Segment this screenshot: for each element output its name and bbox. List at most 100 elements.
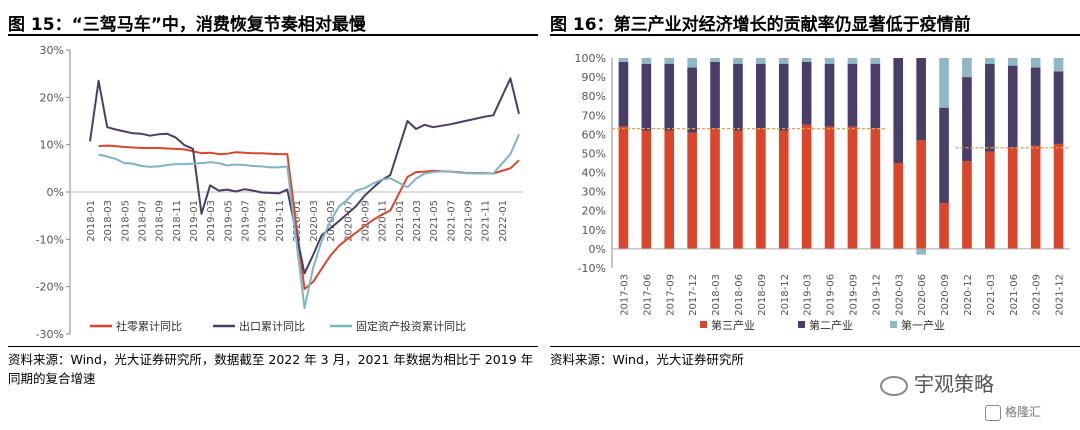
x-tick-label: 2018-03 — [711, 274, 722, 316]
y-tick-label: 80% — [582, 90, 606, 103]
y-tick-label: 30% — [40, 44, 64, 57]
bar-segment-2 — [1053, 71, 1064, 144]
bar-segment-3 — [618, 58, 629, 62]
legend-swatch — [890, 321, 897, 328]
gelonghui-logo-icon — [985, 404, 1001, 421]
x-tick-label: 2021-01 — [395, 200, 406, 242]
title-divider — [8, 34, 538, 36]
bar-segment-1 — [916, 140, 926, 249]
bar-segment-1 — [641, 130, 652, 249]
bar-segment-2 — [824, 63, 835, 127]
bar-segment-1 — [1007, 147, 1018, 249]
bar-segment-1 — [756, 128, 766, 249]
source-divider — [550, 346, 1080, 347]
bar-segment-2 — [710, 61, 720, 129]
bar-segment-1 — [710, 128, 720, 249]
series-line-2 — [89, 77, 520, 275]
bar-segment-1 — [801, 124, 812, 249]
x-tick-label: 2018-07 — [137, 200, 148, 242]
x-tick-label: 2017-03 — [619, 274, 630, 316]
x-tick-label: 2020-09 — [940, 274, 951, 316]
y-tick-label: 50% — [582, 147, 606, 160]
bar-segment-2 — [939, 107, 949, 204]
x-tick-label: 2019-03 — [206, 200, 217, 242]
watermark-text: 宇观策略 — [914, 372, 994, 396]
bar-segment-3 — [641, 58, 652, 64]
bar-segment-1 — [687, 132, 697, 249]
x-tick-label: 2018-11 — [172, 200, 183, 242]
legend-label: 固定资产投资累计同比 — [356, 319, 466, 333]
bar-segment-1 — [778, 130, 789, 249]
chart-title: 图 16：第三产业对经济增长的贡献率仍显著低于疫情前 — [550, 15, 971, 35]
bar-segment-2 — [618, 61, 629, 127]
bar-segment-3 — [824, 58, 835, 64]
legend-swatch — [798, 321, 805, 328]
legend-label: 出口累计同比 — [239, 319, 305, 333]
watermark: 宇观策略 — [880, 368, 994, 397]
series-line-3 — [98, 133, 520, 309]
y-tick-label: 0% — [47, 186, 64, 199]
bar-segment-3 — [939, 58, 949, 108]
y-tick-label: 40% — [582, 167, 606, 180]
bar-segment-3 — [1053, 58, 1064, 72]
y-tick-label: 20% — [40, 91, 64, 104]
x-tick-label: 2020-06 — [917, 274, 928, 316]
y-tick-label: -20% — [36, 281, 64, 294]
bar-segment-3 — [733, 58, 743, 64]
x-tick-label: 2019-09 — [258, 200, 269, 242]
x-tick-label: 2019-12 — [871, 274, 882, 316]
title-divider — [550, 34, 1080, 36]
bar-segment-2 — [641, 63, 652, 131]
x-tick-label: 2017-09 — [665, 274, 676, 316]
chart-title: 图 15：“三驾马车”中，消费恢复节奏相对最慢 — [8, 15, 366, 35]
bar-segment-1 — [1053, 143, 1064, 249]
x-tick-label: 2020-01 — [292, 200, 303, 242]
bar-segment-2 — [778, 63, 789, 131]
bar-segment-2 — [870, 63, 881, 129]
bar-segment-2 — [1007, 65, 1018, 148]
bar-segment-3 — [687, 58, 697, 68]
source-divider — [8, 346, 538, 347]
legend-label: 第二产业 — [809, 318, 853, 332]
x-tick-label: 2018-01 — [86, 200, 97, 242]
y-tick-label: 30% — [582, 186, 606, 199]
stacked-bar-chart: 100% 90% 80% 70% 60% 50% 40% 30% 20% 10% 0% -10% 201… — [575, 52, 1070, 332]
y-tick-label: 100% — [575, 52, 606, 65]
x-tick-label: 2017-12 — [688, 274, 699, 316]
x-tick-label: 2018-06 — [734, 274, 745, 316]
bar-segment-3 — [962, 58, 972, 78]
bar-segment-3 — [756, 58, 766, 64]
bar-segment-2 — [687, 67, 697, 133]
y-tick-label: -30% — [36, 328, 64, 341]
bar-segment-2 — [893, 58, 904, 163]
bar-segment-1 — [847, 126, 858, 249]
bar-segment-3 — [778, 58, 789, 64]
y-tick-label: -10% — [578, 262, 606, 275]
bar-segment-1 — [870, 128, 881, 249]
wechat-logo-icon — [880, 375, 908, 396]
x-tick-label: 2021-11 — [481, 200, 492, 242]
x-tick-label: 2021-06 — [1009, 274, 1020, 316]
y-tick-label: -10% — [36, 233, 64, 246]
legend-label: 第一产业 — [901, 318, 945, 332]
y-tick-label: 90% — [582, 71, 606, 84]
bar-segment-1 — [939, 203, 949, 249]
legend-label: 社零累计同比 — [116, 319, 182, 333]
chart-panel-consumption: 图 15：“三驾马车”中，消费恢复节奏相对最慢 30% 20% 10% 0% -10% -… — [8, 0, 540, 400]
y-tick-label: 10% — [40, 139, 64, 152]
x-tick-label: 2019-09 — [848, 274, 859, 316]
x-tick-label: 2019-03 — [803, 274, 814, 316]
x-tick-label: 2018-05 — [120, 200, 131, 242]
watermark-sub-text: 格隆汇 — [1005, 405, 1042, 419]
x-tick-label: 2021-05 — [429, 200, 440, 242]
x-tick-label: 2020-03 — [309, 200, 320, 242]
bar-segment-3 — [847, 58, 858, 64]
y-tick-label: 0% — [589, 243, 606, 256]
x-tick-label: 2018-09 — [155, 200, 166, 242]
x-tick-label: 2020-07 — [343, 200, 354, 242]
source-note: 资料来源：Wind，光大证券研究所 — [550, 352, 744, 367]
legend-swatch — [700, 321, 707, 328]
x-tick-label: 2019-06 — [826, 274, 837, 316]
bar-segment-2 — [916, 58, 926, 141]
x-tick-label: 2018-09 — [757, 274, 768, 316]
